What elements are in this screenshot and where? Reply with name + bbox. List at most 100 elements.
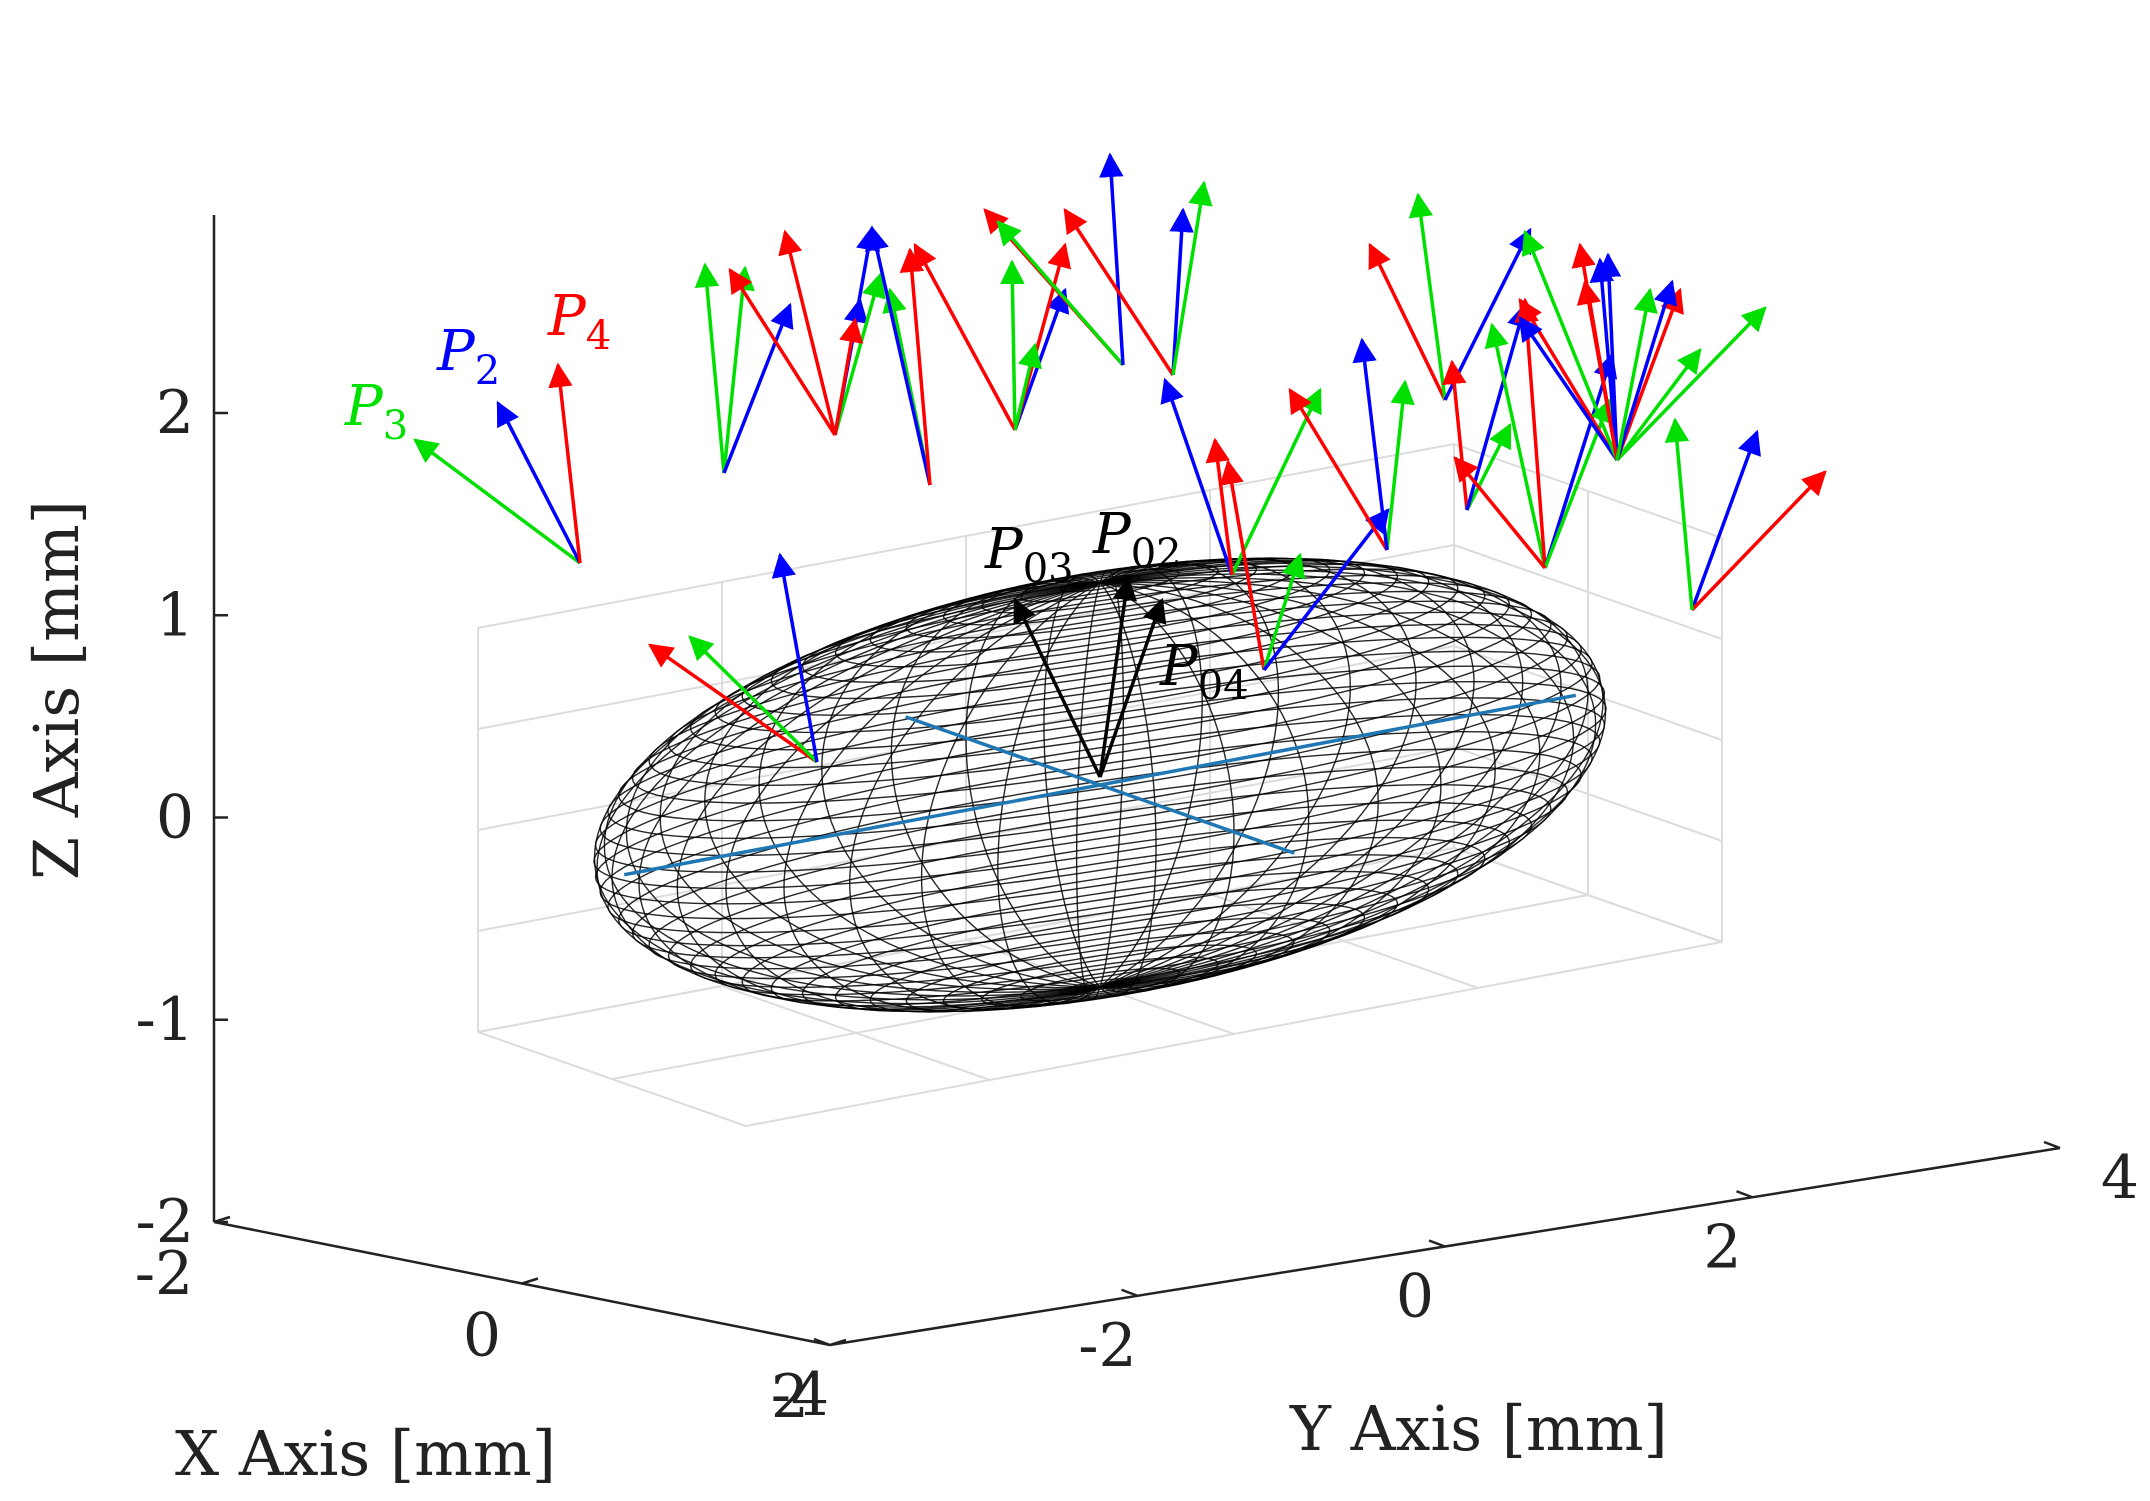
normal-arrow [413,438,582,565]
mesh-longitude-line [1099,559,1352,988]
grid-line [477,1031,747,1127]
normal-arrow [771,552,819,763]
normal-arrow [1589,257,1619,461]
z-tick-label: 2 [156,378,194,448]
normal-arrow [1521,229,1619,461]
mesh-longitude-line [593,582,1101,1001]
normal-arrow [1615,348,1702,462]
label-p2: P2 [436,319,500,394]
x-tick-label: -2 [135,1239,193,1309]
z-tick-label: 0 [156,783,194,853]
mesh-longitude-line [1099,581,1496,988]
mesh-longitude-line [783,582,1101,1013]
x-tick-label: 0 [463,1301,501,1371]
normal-arrow [1690,429,1761,611]
normal-arrow [1169,207,1194,376]
black-normal-arrow [1098,575,1138,778]
normal-arrow [1615,306,1767,462]
y-tick [1121,1288,1138,1297]
grid-line [477,443,1455,629]
normal-arrow [1013,287,1070,431]
mesh-longitude-line [704,582,1101,989]
normal-vector-arrows [413,152,1827,778]
normal-arrow [899,247,932,486]
mesh-longitude-line [638,582,1101,1011]
y-tick-label: -4 [771,1360,829,1430]
label-p4: P4 [547,284,611,359]
mesh-longitude-line [625,582,1101,994]
normal-arrow [1442,359,1469,511]
center-axis-x [905,715,1295,855]
y-tick-label: 4 [2101,1143,2139,1213]
normal-arrow [913,242,1017,431]
x-tick [521,1277,539,1285]
mesh-longitude-line [848,582,1101,1011]
y-tick [1428,1239,1446,1248]
label-p03: P03 [984,517,1074,592]
axes-grid [477,443,1723,1127]
x-axis-label: X Axis [mm] [175,1417,556,1490]
grid-line [1453,544,1723,640]
normal-arrow [1368,242,1447,401]
normal-arrow [1576,279,1619,461]
y-tick [813,1337,831,1347]
mesh-longitude-line [1099,562,1280,988]
normal-arrow [688,635,819,764]
z-tick-label: 1 [156,580,194,650]
mesh-longitude-line [1099,559,1562,988]
y-tick [1736,1190,1753,1199]
normal-arrow [1262,508,1390,672]
mesh-longitude-line [725,582,1101,1013]
normal-arrow [1219,459,1266,671]
label-p3: P3 [344,374,408,449]
normal-arrow [1230,387,1322,576]
mesh-longitude-line [997,582,1101,1005]
normal-arrow [1543,352,1618,569]
normal-arrow [1615,287,1658,461]
mesh-longitude-line [1043,573,1101,988]
normal-arrow [1013,342,1042,431]
mesh-longitude-line [596,582,1101,1005]
normal-arrow [778,229,837,436]
mesh-longitude-line [1075,582,1101,1001]
mesh-latitude-line [667,801,1533,980]
normal-arrow [647,643,819,764]
y-tick-label: -2 [1078,1311,1136,1381]
normal-arrow [1664,417,1694,611]
y-axis-label: Y Axis [mm] [1289,1392,1668,1465]
mesh-longitude-line [1099,569,1607,988]
grid-line [721,985,991,1081]
normal-arrow [1465,422,1512,511]
z-tick-label: -1 [136,985,194,1055]
normal-arrow [833,317,864,436]
z-axis-label: Z Axis [mm] [20,500,93,880]
x-tick-label: 2 [771,1362,809,1432]
mesh-longitude-line [1099,582,1157,997]
normal-arrow [996,220,1125,367]
normal-arrow [728,267,837,436]
z-tick-label: -2 [136,1187,194,1257]
label-p04: P04 [1159,634,1249,709]
mesh-longitude-line [1099,557,1417,988]
grid-line [1209,893,1479,989]
normal-arrow [694,262,726,474]
mesh-longitude-line [659,582,1101,991]
mesh-longitude-line [1099,576,1575,988]
normal-arrow [833,272,886,436]
black-normal-arrow [1013,597,1102,778]
normal-arrow [1063,207,1175,376]
mesh-latitude-line [607,730,1593,934]
normal-arrow [1514,297,1547,569]
grid-line [1453,443,1723,539]
mesh-latitude-line [631,766,1569,959]
normal-arrow [1171,180,1213,376]
mesh-longitude-line [676,582,1101,1013]
normal-arrow [1160,377,1234,576]
normal-arrow [1484,322,1547,569]
normal-arrow [1099,152,1125,366]
x-tick [213,1215,231,1224]
label-p02: P02 [1092,502,1182,577]
normal-arrow [1453,456,1547,570]
mesh-latitude-line [607,636,1593,840]
